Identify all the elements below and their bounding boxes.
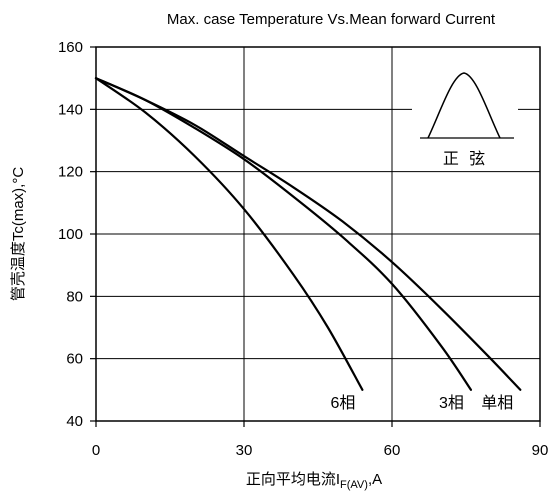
x-axis: 0 30 60 90 bbox=[92, 421, 549, 459]
y-tick-label: 100 bbox=[58, 226, 83, 243]
series-labels: 6相 3相 单相 bbox=[330, 394, 513, 412]
chart-title: Max. case Temperature Vs.Mean forward Cu… bbox=[167, 11, 496, 28]
y-axis: 40 60 80 100 120 140 160 bbox=[58, 39, 96, 430]
sine-wave-icon bbox=[427, 72, 501, 139]
series-label-6-phase: 6相 bbox=[330, 394, 355, 412]
series-label-3-phase: 3相 bbox=[439, 394, 464, 412]
y-tick-label: 160 bbox=[58, 39, 83, 56]
y-tick-label: 120 bbox=[58, 164, 83, 181]
inset-mask bbox=[412, 65, 518, 168]
series-line-6-phase bbox=[94, 77, 364, 391]
x-tick-label: 0 bbox=[92, 442, 100, 459]
curves bbox=[94, 77, 522, 391]
series-line-single-phase bbox=[94, 77, 522, 391]
x-tick-label: 90 bbox=[532, 442, 549, 459]
x-tick-label: 60 bbox=[384, 442, 401, 459]
x-axis-label: 正向平均电流IF(AV),A bbox=[246, 471, 382, 491]
y-tick-label: 80 bbox=[66, 288, 83, 305]
y-tick-label: 40 bbox=[66, 413, 83, 430]
y-axis-label: 管壳温度Tc(max),°C bbox=[10, 167, 27, 301]
y-tick-label: 60 bbox=[66, 351, 83, 368]
series-label-single-phase: 单相 bbox=[481, 394, 513, 412]
y-tick-label: 140 bbox=[58, 101, 83, 118]
grid bbox=[96, 47, 540, 421]
inset-label: 正 弦 bbox=[443, 149, 485, 168]
sine-inset: 正 弦 bbox=[412, 65, 518, 168]
x-tick-label: 30 bbox=[236, 442, 253, 459]
